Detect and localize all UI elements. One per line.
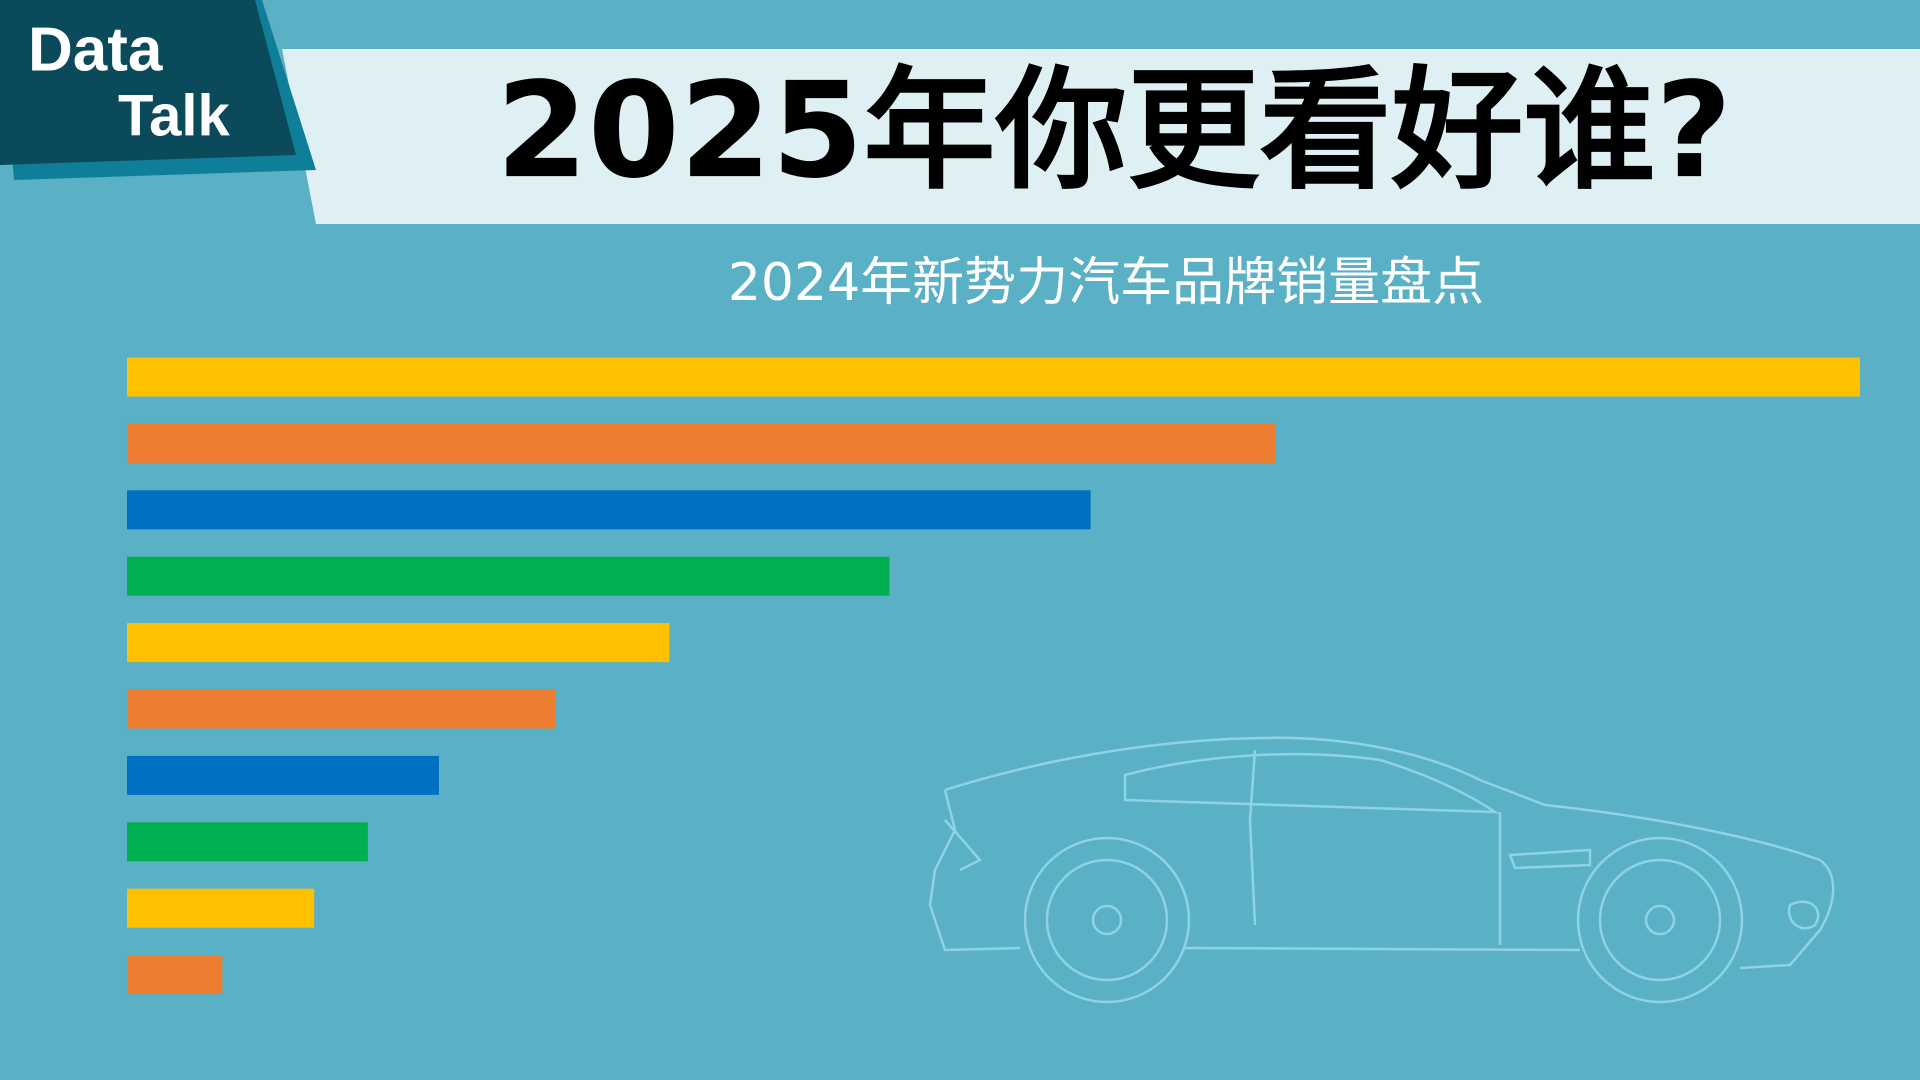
logo-text: Talk [118, 83, 230, 148]
bar [127, 955, 223, 995]
title-banner [282, 49, 1920, 224]
bar [127, 689, 556, 729]
bars [127, 357, 1860, 995]
bar [127, 423, 1276, 463]
chart-subtitle: 2024年新势力汽车品牌销量盘点 [728, 253, 1484, 313]
bar [127, 556, 890, 596]
logo-box [0, 0, 296, 165]
car-outline [928, 736, 1835, 1004]
logo-text: Data [28, 15, 163, 84]
chart-title: 2025年你更看好谁? [496, 54, 1732, 208]
bar [127, 822, 368, 862]
bar [127, 623, 670, 663]
bar [127, 357, 1860, 397]
bar [127, 888, 315, 928]
bar [127, 755, 439, 795]
bar [127, 490, 1091, 530]
